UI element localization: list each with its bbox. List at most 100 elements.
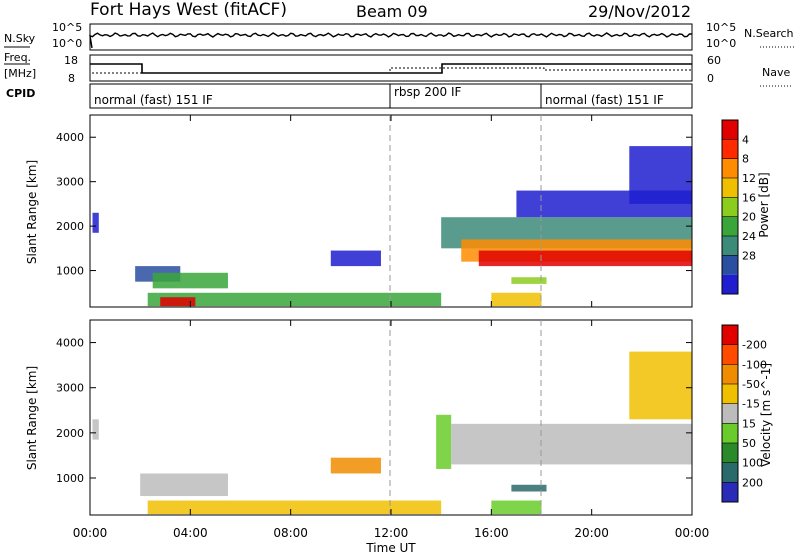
- colorbar-swatch: [722, 197, 738, 217]
- data-region: [451, 423, 692, 465]
- colorbar-tick-label: -50: [742, 378, 760, 391]
- colorbar-tick-label: 28: [742, 249, 756, 262]
- colorbar-swatch: [722, 255, 738, 275]
- y-tick-label: 2000: [56, 427, 84, 440]
- data-region: [147, 500, 442, 515]
- nsky-label: N.Sky: [4, 32, 36, 45]
- data-region: [491, 500, 542, 515]
- nsearch-bottom-tick: 10^0: [706, 37, 736, 50]
- plot-title: Fort Hays West (fitACF): [90, 0, 287, 20]
- colorbar-tick-label: 4: [742, 133, 749, 146]
- colorbar-swatch: [722, 482, 738, 502]
- x-tick-label: 12:00: [374, 526, 409, 540]
- y-tick-label: 1000: [56, 265, 84, 278]
- power-colorbar: 4 8 12 16 20 24 28: [721, 119, 756, 295]
- beam-label: Beam 09: [356, 2, 428, 21]
- colorbar-swatch: [722, 120, 738, 140]
- y-tick-label: 2000: [56, 220, 84, 233]
- colorbar-tick-label: 100: [742, 457, 763, 470]
- colorbar-tick-label: 20: [742, 211, 756, 224]
- colorbar-tick-label: 12: [742, 172, 756, 185]
- cpid-segment-2: rbsp 200 IF: [394, 85, 461, 99]
- data-region: [92, 419, 99, 440]
- nave-trace: [92, 67, 692, 74]
- date-label: 29/Nov/2012: [588, 2, 691, 21]
- y-tick-label: 3000: [56, 382, 84, 395]
- data-region: [160, 297, 196, 307]
- colorbar-swatch: [722, 344, 738, 365]
- colorbar-swatch: [722, 443, 738, 463]
- colorbar-tick-label: 50: [742, 437, 756, 450]
- colorbar-swatch: [722, 274, 738, 294]
- data-region: [152, 272, 228, 289]
- data-region: [330, 250, 381, 267]
- colorbar-swatch: [722, 423, 738, 443]
- colorbar-swatch: [722, 216, 738, 236]
- y-tick-label: 4000: [56, 337, 84, 350]
- velocity-colorbar: 200 100 50 15 -15 -50 -100 -200: [721, 324, 767, 503]
- colorbar-frame: [721, 119, 739, 295]
- freq-bottom-tick: 8: [68, 72, 75, 85]
- nsky-top-tick: 10^5: [52, 21, 82, 34]
- data-region: [478, 250, 692, 267]
- cpid-panel: CPID normal (fast) 151 IF rbsp 200 IF no…: [6, 83, 693, 109]
- data-region: [629, 146, 692, 204]
- colorbar-tick-label: 16: [742, 191, 756, 204]
- x-tick-label: 16:00: [474, 526, 509, 540]
- nsky-bottom-tick: 10^0: [52, 37, 82, 50]
- xlabel: Time UT: [365, 541, 416, 554]
- data-region: [140, 473, 228, 497]
- colorbar-tick-label: 15: [742, 417, 756, 430]
- colorbar-swatch: [722, 236, 738, 256]
- y-tick-label: 4000: [56, 131, 84, 144]
- power-panel: 1000 2000 3000 4000 Slant Range [km] 4 8 12 16…: [25, 114, 771, 308]
- colorbar-frame: [721, 324, 739, 503]
- data-region: [436, 414, 452, 469]
- velocity-ylabel: Slant Range [km]: [25, 366, 39, 470]
- x-tick-label: 08:00: [273, 526, 308, 540]
- freq-unit-label: [MHz]: [4, 67, 36, 80]
- colorbar-swatch: [722, 139, 738, 159]
- colorbar-swatch: [722, 178, 738, 198]
- velocity-panel: 1000 2000 3000 4000 Slant Range [km] 200 100…: [25, 319, 773, 516]
- nave-label: Nave: [762, 66, 790, 79]
- colorbar-swatch: [722, 462, 738, 483]
- power-ylabel: Slant Range [km]: [25, 160, 39, 264]
- colorbar-tick-label: -100: [742, 358, 767, 371]
- nsearch-top-tick: 10^5: [706, 21, 736, 34]
- colorbar-tick-label: 24: [742, 230, 756, 243]
- time-x-axis: 00:00 04:00 08:00 12:00 16:00 20:00 00:00: [73, 115, 710, 540]
- power-colorbar-label: Power [dB]: [757, 172, 771, 237]
- x-tick-label: 00:00: [73, 526, 108, 540]
- freq-label: Freq.: [4, 51, 31, 64]
- nave-top-tick: 60: [707, 54, 721, 67]
- colorbar-swatch: [722, 384, 738, 404]
- colorbar-tick-label: -15: [742, 398, 760, 411]
- x-tick-label: 20:00: [574, 526, 609, 540]
- data-region: [330, 457, 381, 474]
- nave-bottom-tick: 0: [707, 72, 714, 85]
- nsearch-label: N.Search: [744, 27, 794, 40]
- colorbar-swatch: [722, 403, 738, 424]
- data-region: [92, 212, 99, 233]
- cpid-label: CPID: [6, 87, 35, 100]
- data-region: [511, 484, 547, 492]
- velocity-y-axis: 1000 2000 3000 4000: [56, 337, 692, 485]
- data-region: [629, 351, 692, 420]
- colorbar-tick-label: 200: [742, 476, 763, 489]
- y-tick-label: 1000: [56, 472, 84, 485]
- power-y-axis: 1000 2000 3000 4000: [56, 131, 692, 278]
- nsky-panel: N.Sky 10^5 10^0 N.Search 10^5 10^0: [4, 21, 794, 51]
- freq-top-tick: 18: [64, 54, 78, 67]
- data-region: [491, 292, 542, 307]
- data-region: [511, 277, 547, 284]
- velocity-colorbar-label: Velocity [m s^-1]: [759, 363, 773, 467]
- colorbar-swatch: [722, 364, 738, 384]
- velocity-data-layer: [92, 351, 692, 515]
- colorbar-swatch: [722, 158, 738, 178]
- cpid-segment-1: normal (fast) 151 IF: [94, 93, 213, 107]
- colorbar-swatch: [722, 325, 738, 345]
- x-tick-label: 00:00: [675, 526, 710, 540]
- freq-panel: Freq. [MHz] 18 8 60 0 Nave: [4, 51, 792, 87]
